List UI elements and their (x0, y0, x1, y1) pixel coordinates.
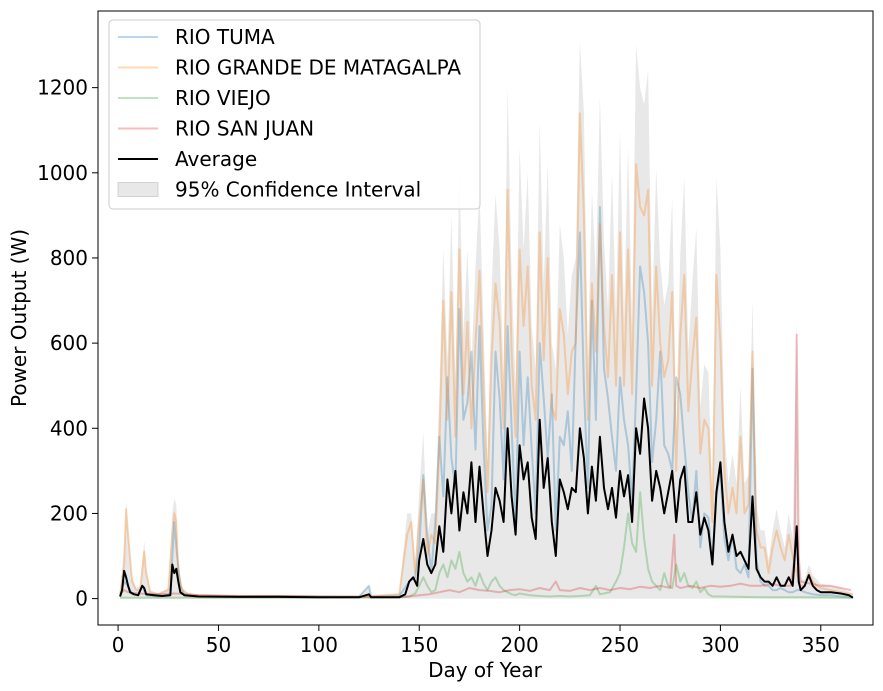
confidence-band-95-confidence-interval (120, 40, 853, 599)
x-tick-label: 50 (206, 633, 231, 657)
x-tick-label: 350 (802, 633, 840, 657)
legend-label-rio-san-juan: RIO SAN JUAN (175, 117, 314, 141)
x-tick-label: 300 (701, 633, 739, 657)
x-tick-label: 0 (112, 633, 125, 657)
legend-label-95-confidence-interval: 95% Confidence Interval (175, 178, 421, 202)
legend-label-rio-grande-de-matagalpa: RIO GRANDE DE MATAGALPA (175, 56, 461, 80)
series-line-rio-tuma (119, 205, 853, 599)
legend-frame (108, 19, 481, 210)
series-line-average (119, 397, 854, 599)
confidence-band-layer (120, 40, 853, 599)
series-layer (119, 112, 854, 599)
x-axis-label: Day of Year (428, 658, 543, 682)
legend-label-rio-viejo: RIO VIEJO (175, 86, 271, 110)
y-tick-label: 1000 (37, 161, 88, 185)
x-tick-label: 250 (601, 633, 639, 657)
legend-label-average: Average (175, 147, 257, 171)
y-tick-label: 400 (50, 416, 88, 440)
legend: RIO TUMA RIO GRANDE DE MATAGALPA RIO VIEJO… (108, 19, 481, 210)
y-axis-ticks: 0 200 400 600 800 1000 1200 (37, 76, 98, 611)
plot-area-frame (97, 10, 874, 626)
series-line-rio-viejo (120, 491, 853, 599)
x-tick-label: 100 (300, 633, 338, 657)
y-tick-label: 0 (75, 587, 88, 611)
x-axis-ticks: 0 50 100 150 200 250 300 350 (112, 625, 840, 657)
y-tick-label: 800 (50, 246, 88, 270)
y-tick-label: 600 (50, 331, 88, 355)
x-tick-label: 200 (501, 633, 539, 657)
legend-swatch-95-confidence-interval (117, 182, 159, 197)
x-tick-label: 150 (400, 633, 438, 657)
legend-items: RIO TUMA RIO GRANDE DE MATAGALPA RIO VIEJO… (117, 25, 461, 202)
y-axis-label: Power Output (W) (7, 229, 31, 407)
legend-label-rio-tuma: RIO TUMA (175, 25, 275, 49)
y-tick-label: 1200 (37, 76, 88, 100)
y-tick-label: 200 (50, 501, 88, 525)
